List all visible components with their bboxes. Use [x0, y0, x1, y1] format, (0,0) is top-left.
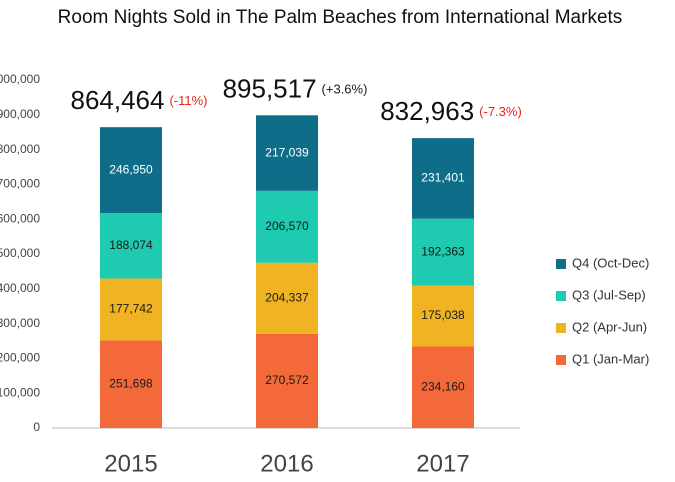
segment-label: 192,363: [421, 244, 465, 258]
y-tick-label: 0: [33, 420, 40, 434]
segment-label: 231,401: [421, 171, 465, 185]
legend-label: Q1 (Jan-Mar): [572, 351, 649, 366]
segment-label: 175,038: [421, 308, 465, 322]
bar-segment: [412, 218, 474, 286]
y-tick-label: 700,000: [0, 177, 40, 191]
legend-swatch: [556, 355, 566, 365]
y-tick-label: 300,000: [0, 316, 40, 330]
legend-label: Q3 (Jul-Sep): [572, 287, 646, 302]
y-tick-label: 1,000,000: [0, 72, 40, 86]
total-change: (-7.3%): [479, 105, 522, 120]
bar-segment: [256, 190, 318, 263]
legend-swatch: [556, 291, 566, 301]
segment-label: 177,742: [109, 302, 153, 316]
total-value: 895,517: [223, 73, 317, 103]
x-tick-label: 2015: [104, 450, 157, 477]
y-tick-label: 900,000: [0, 107, 40, 121]
bar-segment: [256, 262, 318, 334]
total-change: (-11%): [169, 94, 207, 109]
y-tick-label: 600,000: [0, 211, 40, 225]
chart-title: Room Nights Sold in The Palm Beaches fro…: [58, 7, 623, 28]
segment-label: 251,698: [109, 376, 153, 390]
y-tick-label: 100,000: [0, 385, 40, 399]
total-value: 832,963: [380, 96, 474, 126]
y-tick-label: 400,000: [0, 281, 40, 295]
segment-label: 204,337: [265, 290, 309, 304]
bar-segment: [100, 127, 162, 214]
segment-label: 217,039: [265, 145, 309, 159]
segment-label: 188,074: [109, 238, 153, 252]
bar-segment: [412, 346, 474, 428]
y-tick-label: 500,000: [0, 246, 40, 260]
total-label: 832,963 (-7.3%): [380, 96, 522, 126]
total-value: 864,464: [70, 85, 164, 115]
total-change: (+3.6%): [322, 82, 368, 97]
bar-segment: [412, 138, 474, 219]
legend-swatch: [556, 259, 566, 269]
segment-label: 234,160: [421, 379, 465, 393]
legend-label: Q4 (Oct-Dec): [572, 255, 649, 270]
legend-label: Q2 (Apr-Jun): [572, 319, 647, 334]
segment-label: 206,570: [265, 219, 309, 233]
total-label: 864,464 (-11%): [70, 85, 207, 115]
legend-swatch: [556, 323, 566, 333]
x-tick-label: 2017: [416, 450, 469, 477]
y-tick-label: 800,000: [0, 142, 40, 156]
bar-segment: [100, 340, 162, 428]
segment-label: 246,950: [109, 162, 153, 176]
bar-segment: [100, 278, 162, 341]
total-label: 895,517 (+3.6%): [223, 73, 368, 103]
segment-label: 270,572: [265, 373, 309, 387]
bar-segment: [412, 285, 474, 347]
x-tick-label: 2016: [260, 450, 313, 477]
bar-segment: [256, 333, 318, 428]
bar-segment: [256, 115, 318, 191]
bar-segment: [100, 213, 162, 279]
y-tick-label: 200,000: [0, 351, 40, 365]
